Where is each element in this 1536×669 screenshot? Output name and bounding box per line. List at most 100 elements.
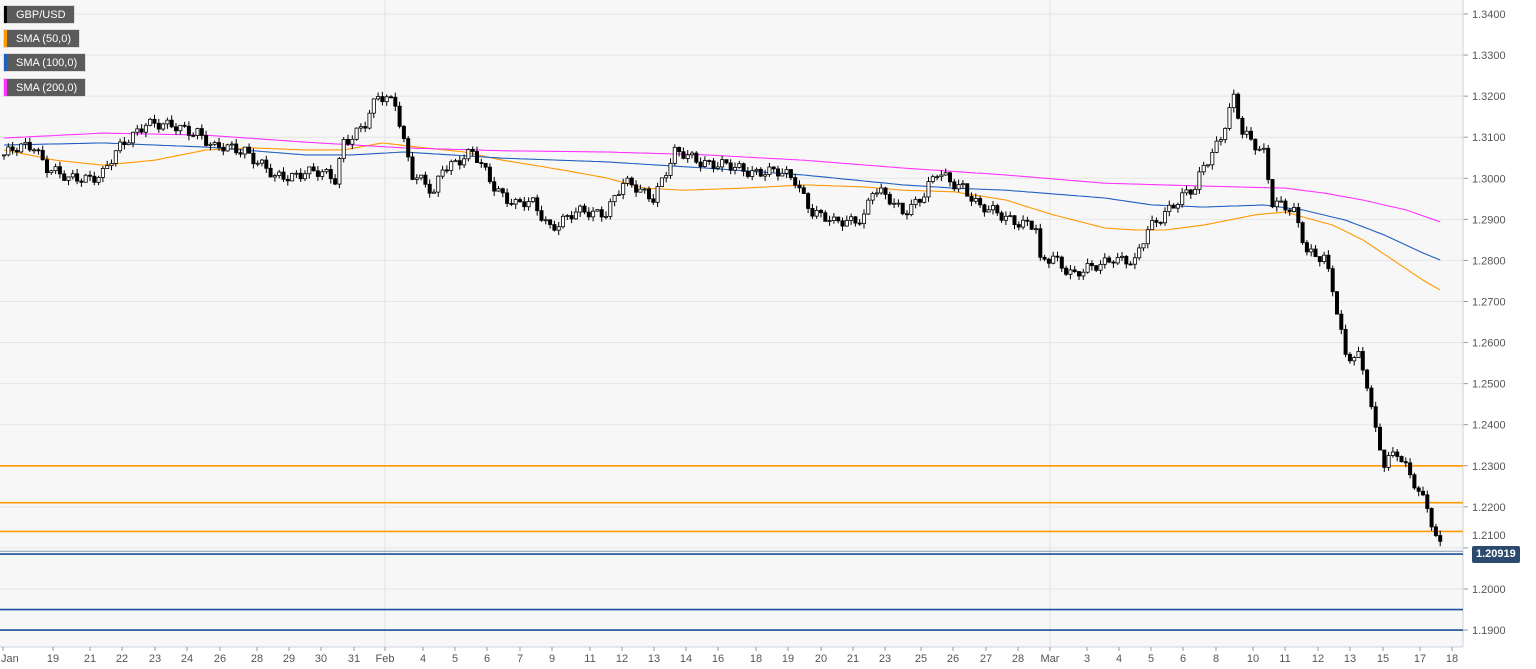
candle-body bbox=[1313, 248, 1318, 257]
candle-body bbox=[1253, 138, 1258, 151]
candle-body bbox=[767, 166, 772, 176]
candle-body bbox=[242, 146, 247, 155]
candle-body bbox=[892, 202, 897, 205]
candle-body bbox=[1042, 256, 1047, 260]
candle-body bbox=[483, 162, 488, 168]
plot-area bbox=[0, 0, 1463, 647]
candle-body bbox=[840, 220, 845, 227]
candle-body bbox=[952, 181, 957, 190]
candle-body bbox=[1356, 351, 1361, 358]
candle-body bbox=[40, 150, 45, 161]
x-tick-label: Feb bbox=[376, 653, 395, 665]
candle-body bbox=[57, 166, 62, 175]
candle-body bbox=[561, 215, 566, 228]
candle-body bbox=[926, 181, 931, 198]
candle-body bbox=[148, 118, 153, 126]
candle-body bbox=[487, 166, 492, 183]
x-tick-label: 5 bbox=[452, 653, 458, 665]
candle-body bbox=[1347, 353, 1352, 362]
candle-body bbox=[771, 166, 776, 170]
candle-body bbox=[1171, 204, 1176, 209]
x-tick-label: 21 bbox=[84, 653, 96, 665]
candle-body bbox=[668, 162, 673, 176]
candle-body bbox=[733, 167, 738, 171]
x-tick-label: 13 bbox=[648, 653, 660, 665]
y-tick-label: 1.2900 bbox=[1472, 214, 1506, 226]
candle-body bbox=[1326, 254, 1331, 270]
candle-body bbox=[642, 188, 647, 191]
x-tick-label: 25 bbox=[915, 653, 927, 665]
candle-body bbox=[793, 177, 798, 186]
candle-body bbox=[651, 198, 656, 203]
candle-body bbox=[307, 166, 312, 175]
candle-body bbox=[1352, 357, 1357, 362]
candle-body bbox=[1408, 462, 1413, 476]
candle-body bbox=[1184, 189, 1189, 194]
legend-gbpusd[interactable]: GBP/USD bbox=[3, 5, 75, 24]
candle-body bbox=[109, 163, 114, 167]
x-tick-label: 7 bbox=[517, 653, 523, 665]
candle-body bbox=[887, 194, 892, 205]
candle-body bbox=[1296, 207, 1301, 224]
x-tick-label: 10 bbox=[1247, 653, 1259, 665]
candle-body bbox=[221, 146, 226, 152]
candle-body bbox=[1412, 474, 1417, 489]
legend-label: SMA (100,0) bbox=[16, 57, 78, 69]
candle-body bbox=[573, 211, 578, 220]
legend-sma50[interactable]: SMA (50,0) bbox=[3, 29, 81, 48]
candle-body bbox=[969, 195, 974, 202]
candle-body bbox=[281, 171, 286, 180]
candle-body bbox=[474, 151, 479, 163]
candle-body bbox=[728, 162, 733, 171]
candle-body bbox=[810, 208, 815, 217]
candle-body bbox=[302, 173, 307, 180]
candle-body bbox=[496, 188, 501, 192]
candle-body bbox=[1029, 220, 1034, 230]
candle-body bbox=[122, 141, 127, 146]
y-tick-label: 1.2000 bbox=[1472, 584, 1506, 596]
candle-body bbox=[720, 159, 725, 168]
candle-body bbox=[453, 160, 458, 163]
candle-body bbox=[199, 128, 204, 136]
candle-body bbox=[1365, 369, 1370, 389]
x-tick-label: 3 bbox=[1084, 653, 1090, 665]
candle-body bbox=[92, 175, 97, 183]
candle-body bbox=[1085, 263, 1090, 273]
x-tick-label: 14 bbox=[680, 653, 692, 665]
y-tick-label: 1.3300 bbox=[1472, 50, 1506, 62]
candle-body bbox=[195, 128, 200, 136]
candle-body bbox=[827, 220, 832, 222]
y-tick-label: 1.1900 bbox=[1472, 625, 1506, 637]
y-tick-label: 1.3100 bbox=[1472, 132, 1506, 144]
candle-body bbox=[543, 219, 548, 222]
x-tick-label: 29 bbox=[283, 653, 295, 665]
y-tick-label: 1.2500 bbox=[1472, 379, 1506, 391]
x-tick-label: 19 bbox=[47, 653, 59, 665]
legend-sma200[interactable]: SMA (200,0) bbox=[3, 78, 87, 97]
candle-body bbox=[973, 198, 978, 202]
candle-body bbox=[647, 188, 652, 200]
candle-body bbox=[315, 170, 320, 177]
candle-body bbox=[513, 199, 518, 205]
candle-body bbox=[14, 150, 19, 153]
x-tick-label: 30 bbox=[315, 653, 327, 665]
candle-body bbox=[341, 139, 346, 159]
candle-body bbox=[634, 184, 639, 193]
candle-body bbox=[741, 163, 746, 172]
legend-sma100[interactable]: SMA (100,0) bbox=[3, 53, 87, 72]
candle-body bbox=[1317, 256, 1322, 263]
candle-body bbox=[1064, 267, 1069, 275]
x-tick-label: 19 bbox=[782, 653, 794, 665]
candle-body bbox=[1077, 271, 1082, 277]
candle-body bbox=[1111, 261, 1116, 264]
candle-body bbox=[1163, 211, 1168, 224]
candle-body bbox=[922, 196, 927, 203]
candle-body bbox=[1244, 130, 1249, 135]
candle-body bbox=[1279, 200, 1284, 203]
candle-body bbox=[1008, 215, 1013, 218]
candle-body bbox=[737, 163, 742, 168]
candle-body bbox=[444, 169, 449, 172]
candle-body bbox=[186, 125, 191, 136]
candle-body bbox=[1141, 243, 1146, 249]
